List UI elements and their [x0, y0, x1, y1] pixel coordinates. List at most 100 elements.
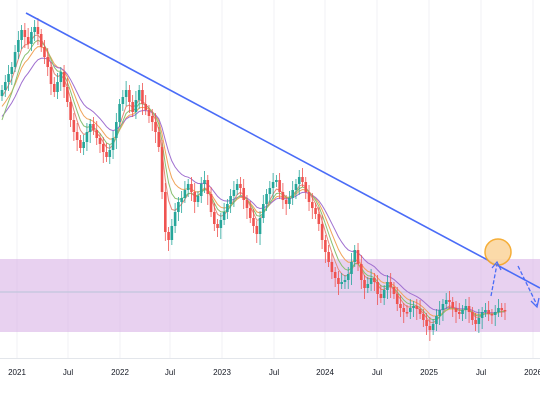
candle-body	[474, 320, 477, 324]
candle-body	[108, 150, 112, 157]
candle-body	[173, 212, 177, 226]
candle-body	[128, 90, 131, 102]
candle-body	[52, 84, 56, 92]
candle-body	[281, 192, 285, 200]
candle-body	[484, 310, 487, 312]
candle-body	[425, 320, 428, 326]
candle-body	[415, 306, 419, 309]
candle-body	[105, 152, 108, 157]
support-zone-band	[0, 259, 540, 332]
x-tick-label: Jul	[63, 368, 73, 377]
x-tick-label: Jul	[269, 368, 279, 377]
candle-body	[33, 27, 36, 32]
candle-body	[229, 196, 232, 204]
candle-body	[461, 310, 464, 314]
candle-body	[235, 184, 239, 190]
candle-body	[20, 30, 23, 40]
candle-body	[408, 308, 412, 312]
candle-body	[193, 192, 197, 202]
candle-body	[431, 324, 435, 330]
candle-body	[405, 312, 409, 314]
candle-body	[17, 40, 20, 52]
candle-body	[213, 212, 216, 224]
arrow-up-head	[491, 260, 502, 271]
candle-body	[56, 82, 59, 92]
candle-body	[487, 310, 490, 314]
candle-body	[199, 184, 203, 196]
candle-body	[167, 232, 170, 240]
candle-body	[144, 104, 148, 110]
arrow-down	[517, 265, 538, 306]
candle-body	[180, 198, 183, 202]
candle-body	[137, 90, 141, 100]
candle-body	[3, 82, 7, 90]
candle-body	[402, 308, 406, 312]
candle-body	[216, 224, 219, 228]
candle-body	[222, 212, 226, 220]
candle-body	[43, 47, 46, 57]
candle-body	[438, 310, 441, 316]
candle-body	[327, 252, 330, 262]
candle-body	[333, 272, 337, 278]
candle-body	[268, 188, 272, 194]
candle-body	[190, 184, 193, 192]
candle-body	[7, 74, 10, 82]
candle-body	[49, 67, 53, 84]
arrow-up	[490, 263, 498, 297]
candle-body	[30, 32, 33, 44]
candle-body	[392, 287, 396, 294]
candle-body	[203, 180, 206, 184]
candle-body	[154, 122, 157, 132]
candle-body	[118, 104, 121, 122]
candle-body	[248, 208, 252, 218]
x-tick-label: Jul	[372, 368, 382, 377]
candle-body	[356, 250, 360, 264]
circle-marker	[484, 238, 512, 266]
candle-body	[457, 312, 461, 314]
candle-body	[209, 194, 213, 212]
candle-body	[255, 226, 259, 234]
candle-body	[418, 309, 422, 314]
candle-body	[307, 192, 311, 202]
candle-body	[503, 310, 507, 312]
candle-body	[389, 282, 392, 287]
candle-body	[95, 130, 99, 138]
x-tick-label: 2026	[524, 368, 540, 377]
candle-body	[337, 278, 340, 284]
candle-body	[69, 102, 72, 120]
candle-body	[350, 262, 353, 274]
candle-body	[359, 264, 363, 280]
candle-body	[242, 188, 246, 200]
candle-body	[493, 312, 497, 315]
candle-body	[39, 34, 43, 47]
candle-body	[226, 204, 229, 212]
candle-body	[386, 282, 389, 290]
candle-body	[131, 102, 134, 112]
candle-body	[261, 204, 265, 218]
candle-body	[265, 194, 268, 204]
candle-body	[26, 37, 30, 44]
candle-body	[115, 122, 118, 138]
candle-body	[124, 90, 128, 97]
candle-body	[164, 192, 167, 232]
candle-body	[101, 144, 105, 152]
candle-body	[330, 262, 334, 272]
candle-body	[346, 274, 350, 280]
candle-body	[304, 182, 308, 192]
candle-body	[278, 180, 281, 192]
candle-body	[399, 304, 402, 308]
candle-body	[366, 284, 370, 288]
candle-body	[183, 190, 187, 198]
moving-average-line	[1, 57, 506, 314]
candle-body	[271, 182, 275, 188]
x-tick-label: 2023	[213, 368, 231, 377]
candle-body	[497, 308, 500, 312]
candle-body	[10, 67, 14, 74]
candle-body	[477, 318, 481, 324]
candle-body	[245, 200, 249, 208]
candle-body	[85, 132, 89, 142]
candle-body	[435, 316, 438, 324]
annotations	[25, 12, 540, 309]
x-tick-label: 2025	[420, 368, 438, 377]
